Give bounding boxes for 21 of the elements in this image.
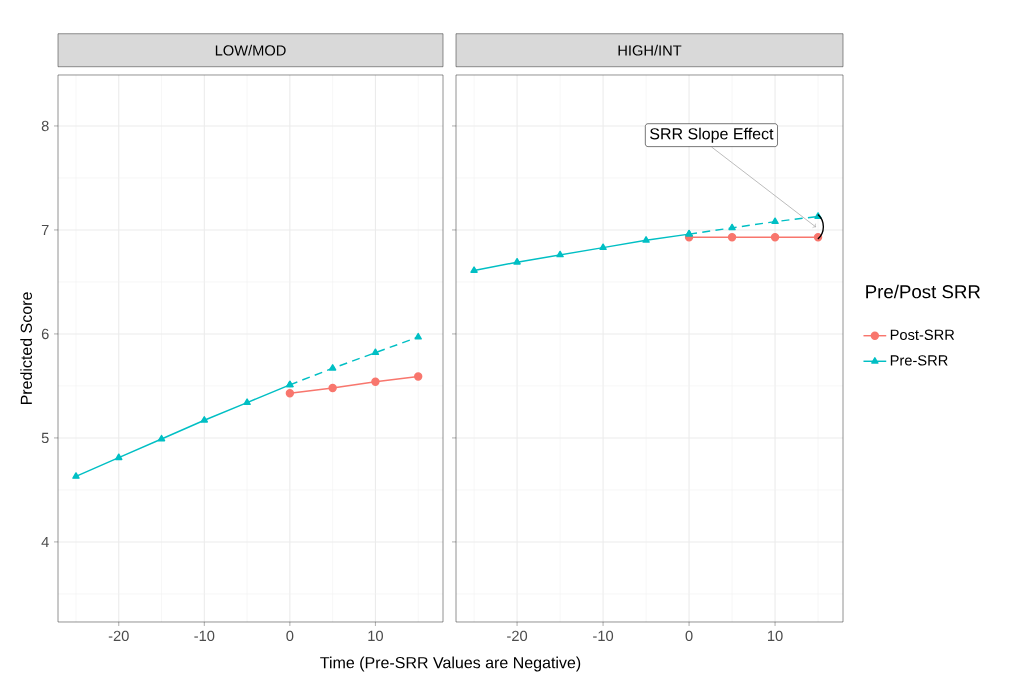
x-tick-label: -20 xyxy=(108,630,129,642)
y-tick-label: 6 xyxy=(41,328,49,340)
legend-label: Post-SRR xyxy=(890,329,955,340)
x-tick-label: 0 xyxy=(685,630,693,642)
chart-title: LOW/MOD xyxy=(215,44,286,56)
legend-title: Pre/Post SRR xyxy=(866,284,980,299)
y-tick-label: 5 xyxy=(41,432,49,444)
y-tick-label: 4 xyxy=(41,536,49,547)
x-tick-label: 10 xyxy=(768,630,783,642)
chart-title: HIGH/INT xyxy=(618,44,682,56)
y-axis-title: Predicted Score xyxy=(20,292,32,405)
y-tick-label: 8 xyxy=(41,120,49,132)
x-tick-label: -10 xyxy=(593,630,614,642)
x-axis-title: Time (Pre-SRR Values are Negative) xyxy=(320,656,581,672)
annotation: SRR Slope Effect xyxy=(650,127,774,143)
x-tick-label: -10 xyxy=(194,630,215,642)
x-tick-label: 10 xyxy=(368,630,383,642)
y-tick-label: 7 xyxy=(41,224,49,235)
legend-label: Pre-SRR xyxy=(890,355,948,366)
x-tick-label: 0 xyxy=(286,630,294,642)
x-tick-label: -20 xyxy=(507,630,528,642)
